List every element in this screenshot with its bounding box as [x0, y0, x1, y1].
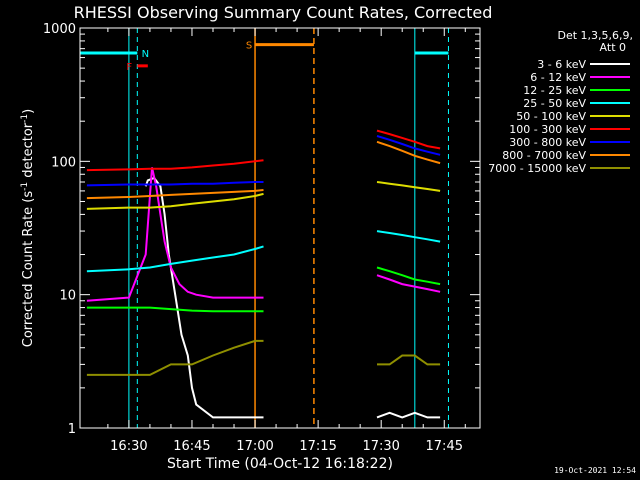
- plot-frame: [79, 27, 481, 429]
- series-5-segment-0: [86, 159, 264, 172]
- plot-area: S FN: [79, 28, 449, 428]
- x-tick-label-5: 17:45: [426, 439, 463, 454]
- footer-timestamp: 19-Oct-2021 12:54: [554, 466, 636, 475]
- y-label-end: ): [21, 109, 36, 114]
- legend-header-line-2: Att 0: [600, 41, 626, 54]
- x-tick-label-2: 17:00: [236, 439, 273, 454]
- series-6-segment-1: [376, 135, 441, 156]
- series-5-segment-1: [376, 129, 441, 150]
- y-label-sup-2: -1: [20, 114, 30, 123]
- n-label: N: [142, 49, 149, 60]
- legend-label-7: 800 - 7000 keV: [502, 149, 586, 162]
- legend-label-4: 50 - 100 keV: [516, 110, 586, 123]
- y-axis-label: Corrected Count Rate (s-1 detector-1): [20, 109, 36, 347]
- series-8-segment-1: [377, 354, 441, 366]
- series-0-segment-0: [144, 176, 264, 419]
- y-label-mid: detector: [21, 122, 36, 182]
- y-label-main: Corrected Count Rate (s: [21, 191, 36, 348]
- series-8-segment-0: [86, 339, 264, 376]
- x-tick-label-3: 17:15: [299, 439, 336, 454]
- legend-label-5: 100 - 300 keV: [509, 123, 586, 136]
- legend-label-3: 25 - 50 keV: [523, 97, 586, 110]
- series-4-segment-0: [86, 192, 264, 210]
- series-3-segment-1: [376, 230, 441, 243]
- x-tick-label-4: 17:30: [362, 439, 399, 454]
- series-2-segment-1: [376, 266, 441, 286]
- y-tick-label-0: 1: [68, 422, 76, 437]
- series-3-segment-0: [86, 245, 264, 273]
- f-bar-label: F: [126, 62, 132, 73]
- series-0-segment-1: [376, 411, 441, 419]
- y-tick-label-1: 10: [59, 289, 76, 304]
- y-tick-label-3: 1000: [43, 22, 76, 37]
- y-tick-label-2: 100: [51, 155, 76, 170]
- y-label-sup-1: -1: [20, 182, 30, 191]
- legend-label-6: 300 - 800 keV: [509, 136, 586, 149]
- chart-title: RHESSI Observing Summary Count Rates, Co…: [74, 3, 493, 22]
- x-tick-label-1: 16:45: [173, 439, 210, 454]
- legend-label-0: 3 - 6 keV: [537, 58, 586, 71]
- legend-label-2: 12 - 25 keV: [523, 84, 586, 97]
- x-tick-label-0: 16:30: [110, 439, 147, 454]
- series-1-segment-1: [376, 274, 441, 293]
- x-axis-label: Start Time (04-Oct-12 16:18:22): [167, 456, 393, 472]
- legend-label-8: 7000 - 15000 keV: [488, 162, 586, 175]
- x-axis: 16:30 16:45 17:00 17:15 17:30 17:45: [107, 28, 466, 454]
- series-1-segment-0: [86, 167, 264, 302]
- series-4-segment-1: [376, 181, 441, 192]
- legend-label-1: 6 - 12 keV: [530, 71, 586, 84]
- series-6-segment-0: [86, 181, 264, 187]
- legend-header-line-1: Det 1,3,5,6,9,: [557, 29, 633, 42]
- series-7-segment-1: [376, 140, 441, 165]
- series-2-segment-0: [86, 306, 264, 313]
- y-axis: 1 10 100 1000: [43, 22, 480, 437]
- series-7-segment-0: [86, 189, 264, 200]
- s-bar-label: S: [246, 41, 252, 52]
